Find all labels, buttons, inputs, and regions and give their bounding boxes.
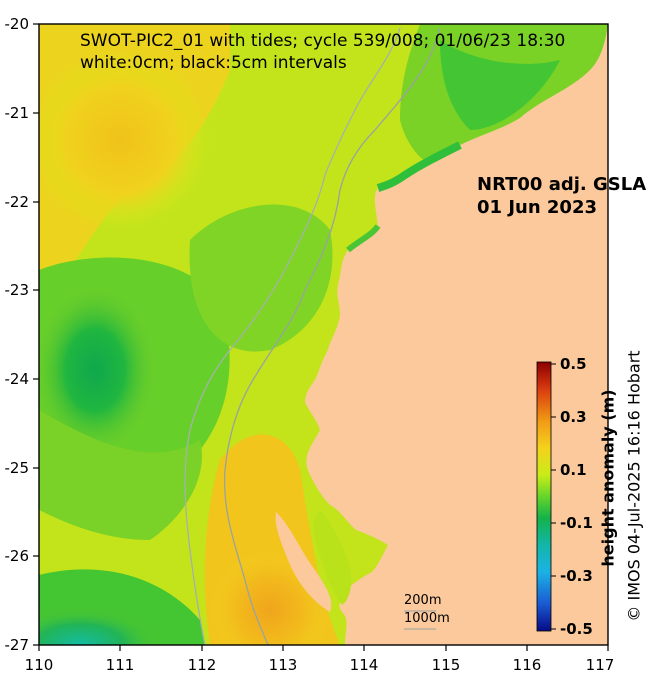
map-subtitle: white:0cm; black:5cm intervals (80, 53, 347, 73)
y-tick-label: -20 (5, 15, 30, 33)
colorbar-tick-label: 0.1 (560, 461, 587, 479)
y-tick-label: -22 (5, 193, 30, 211)
x-tick-label: 116 (513, 656, 542, 674)
product-date: 01 Jun 2023 (477, 197, 598, 218)
contour-label-200m: 200m (404, 593, 442, 608)
contour-label-1000m: 1000m (404, 611, 450, 626)
anomaly-field (39, 24, 608, 645)
anomaly-low-central (189, 204, 333, 352)
x-tick-label: 114 (350, 656, 379, 674)
colorbar-tick-label: 0.3 (560, 408, 587, 426)
contour-200m (223, 27, 441, 645)
colorbar-tick-label: -0.1 (560, 514, 593, 532)
colorbar-tick-label: -0.3 (560, 567, 593, 585)
y-tick-label: -24 (5, 370, 30, 388)
colorbar (536, 361, 552, 632)
colorbar-title: height anomaly (m) (598, 389, 618, 567)
map-title: SWOT-PIC2_01 with tides; cycle 539/008; … (80, 31, 566, 51)
y-tick-label: -23 (5, 281, 30, 299)
x-axis (38, 645, 609, 651)
contour-1000m (184, 27, 401, 645)
y-axis-labels: -20 -21 -22 -23 -24 -25 -26 -27 (5, 15, 30, 654)
y-tick-label: -26 (5, 547, 30, 565)
product-label: NRT00 adj. GSLA (477, 174, 647, 195)
x-tick-label: 111 (106, 656, 135, 674)
x-tick-label: 117 (586, 656, 615, 674)
credit-text: © IMOS 04-Jul-2025 16:16 Hobart (624, 350, 644, 622)
x-tick-label: 112 (188, 656, 217, 674)
y-axis (33, 23, 39, 646)
y-tick-label: -27 (5, 636, 30, 654)
x-tick-label: 115 (432, 656, 461, 674)
colorbar-ticks (551, 363, 556, 630)
y-tick-label: -25 (5, 459, 30, 477)
colorbar-tick-label: 0.5 (560, 355, 587, 373)
x-tick-label: 113 (269, 656, 298, 674)
plot-frame (38, 23, 609, 646)
colorbar-tick-label: -0.5 (560, 620, 593, 638)
y-tick-label: -21 (5, 104, 30, 122)
land-mass (305, 24, 608, 645)
x-axis-labels: 110 111 112 113 114 115 116 117 (25, 656, 615, 674)
x-tick-label: 110 (25, 656, 54, 674)
